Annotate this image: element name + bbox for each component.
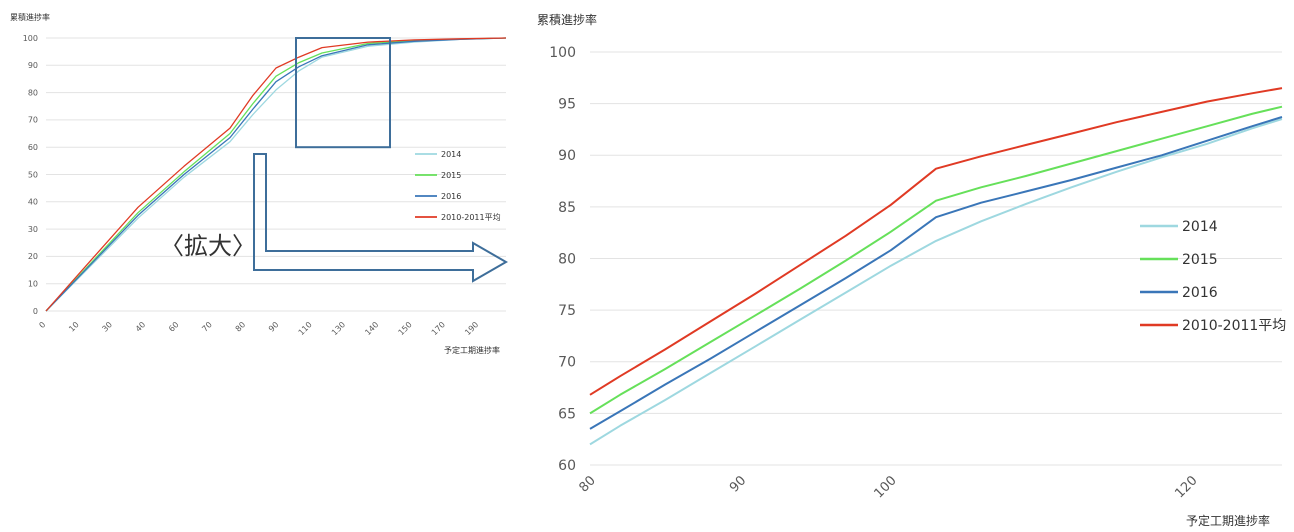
overview-series-lines xyxy=(45,37,507,312)
x-tick-label: 80 xyxy=(577,473,599,495)
y-tick-label: 50 xyxy=(28,170,38,179)
y-tick-label: 30 xyxy=(28,225,38,234)
y-tick-label: 100 xyxy=(23,34,38,43)
zoomed-gridlines xyxy=(590,51,1282,466)
x-tick-label: 190 xyxy=(463,320,480,337)
series-line-2016 xyxy=(589,116,1283,430)
y-tick-label: 70 xyxy=(28,116,38,125)
x-tick-label: 60 xyxy=(167,320,181,334)
overview-chart: 0 10 20 30 40 50 60 70 80 90 100 0 10 30 40 60 70 80 90 11… xyxy=(10,12,509,355)
zoomed-chart: 60 65 70 75 80 85 90 95 100 80 90 100 120 累積進捗率 予定工… xyxy=(537,12,1286,528)
x-tick-label: 30 xyxy=(100,320,114,334)
zoom-label: 〈拡大〉 xyxy=(160,232,256,260)
x-tick-label: 120 xyxy=(1172,473,1200,501)
y-tick-label: 85 xyxy=(558,200,576,216)
y-tick-label: 40 xyxy=(28,198,38,207)
y-tick-label: 80 xyxy=(28,88,38,97)
series-line-2014 xyxy=(589,118,1283,446)
y-tick-label: 65 xyxy=(558,406,576,422)
series-line-2010-2011平均 xyxy=(45,37,507,312)
y-tick-label: 95 xyxy=(558,97,576,113)
zoomed-y-tick-labels: 60 65 70 75 80 85 90 95 100 xyxy=(549,45,576,474)
series-line-2015 xyxy=(589,105,1283,415)
overview-y-tick-labels: 0 10 20 30 40 50 60 70 80 90 100 xyxy=(23,34,38,316)
y-tick-label: 90 xyxy=(558,148,576,164)
x-tick-label: 150 xyxy=(397,320,414,337)
y-tick-label: 60 xyxy=(558,458,576,474)
overview-x-tick-labels: 0 10 30 40 60 70 80 90 110 130 140 150 170 190 xyxy=(37,320,480,337)
zoomed-y-axis-title: 累積進捗率 xyxy=(537,12,597,27)
x-tick-label: 100 xyxy=(872,473,900,501)
x-tick-label: 90 xyxy=(267,320,281,334)
x-tick-label: 130 xyxy=(330,320,347,337)
y-tick-label: 20 xyxy=(28,252,38,261)
y-tick-label: 60 xyxy=(28,143,38,152)
x-tick-label: 80 xyxy=(234,320,248,334)
y-tick-label: 10 xyxy=(28,280,38,289)
x-tick-label: 0 xyxy=(37,320,47,330)
legend-label: 2010-2011平均 xyxy=(441,212,501,222)
x-tick-label: 170 xyxy=(430,320,447,337)
y-tick-label: 70 xyxy=(558,355,576,371)
legend-label: 2014 xyxy=(441,150,461,159)
legend-label: 2015 xyxy=(441,171,461,180)
zoomed-series-lines xyxy=(589,87,1283,446)
x-tick-label: 10 xyxy=(67,320,81,334)
x-tick-label: 70 xyxy=(200,320,214,334)
legend-label: 2010-2011平均 xyxy=(1182,318,1286,334)
zoomed-x-axis-title: 予定工期進捗率 xyxy=(1186,513,1270,528)
x-tick-label: 140 xyxy=(363,320,380,337)
series-line-2014 xyxy=(45,37,507,312)
y-tick-label: 0 xyxy=(33,307,38,316)
overview-x-axis-title: 予定工期進捗率 xyxy=(444,345,500,355)
zoomed-legend: 2014 2015 2016 2010-2011平均 xyxy=(1140,219,1286,334)
legend-label: 2016 xyxy=(441,192,461,201)
series-line-2010-2011平均 xyxy=(589,87,1283,396)
y-tick-label: 75 xyxy=(558,303,576,319)
zoomed-x-tick-labels: 80 90 100 120 xyxy=(577,473,1201,501)
overview-legend: 2014 2015 2016 2010-2011平均 xyxy=(415,150,501,222)
legend-label: 2016 xyxy=(1182,285,1218,301)
x-tick-label: 110 xyxy=(297,320,314,337)
y-tick-label: 80 xyxy=(558,251,576,267)
x-tick-label: 90 xyxy=(727,473,749,495)
y-tick-label: 90 xyxy=(28,61,38,70)
zoom-arrow-icon xyxy=(253,153,509,283)
legend-label: 2014 xyxy=(1182,219,1218,235)
overview-gridlines xyxy=(46,37,506,312)
zoom-region-box xyxy=(295,37,391,149)
x-tick-label: 40 xyxy=(134,320,148,334)
series-line-2016 xyxy=(45,37,507,312)
y-tick-label: 100 xyxy=(549,45,576,61)
legend-label: 2015 xyxy=(1182,252,1218,268)
overview-y-axis-title: 累積進捗率 xyxy=(10,12,50,22)
